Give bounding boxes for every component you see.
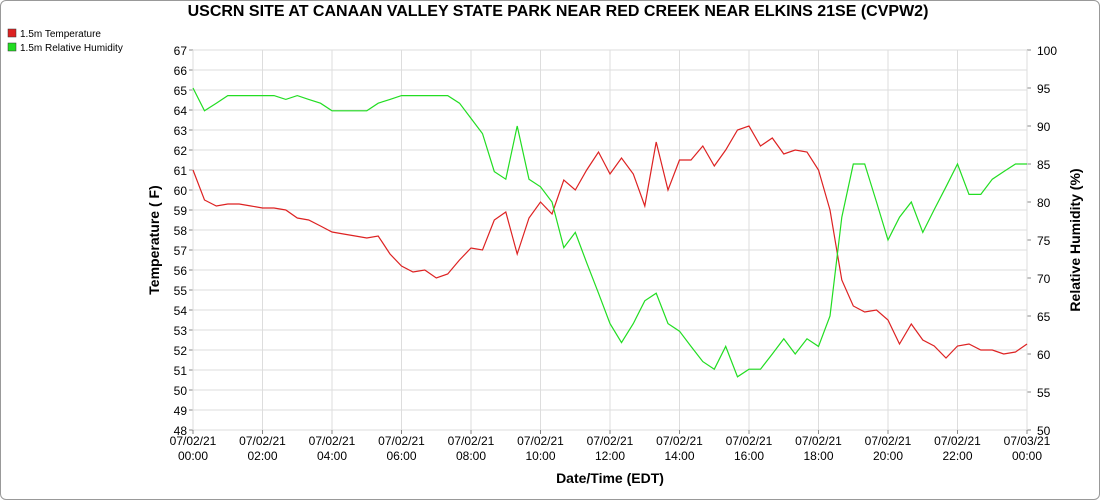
y2-tick-label: 90 <box>1037 120 1051 134</box>
y-tick-label: 51 <box>174 364 188 378</box>
legend-swatch <box>7 42 17 52</box>
legend-label: 1.5m Temperature <box>20 29 101 40</box>
y-tick-label: 57 <box>174 244 188 258</box>
legend-label: 1.5m Relative Humidity <box>20 43 123 54</box>
x-tick-label: 07/02/21 12:00 <box>587 434 634 463</box>
y2-tick-label: 100 <box>1037 44 1057 58</box>
y2-tick-label: 80 <box>1037 196 1051 210</box>
x-tick-label: 07/02/21 20:00 <box>865 434 912 463</box>
y-tick-label: 52 <box>174 344 188 358</box>
y-tick-label: 60 <box>174 184 188 198</box>
x-tick-label: 07/03/21 00:00 <box>1004 434 1051 463</box>
y2-tick-label: 60 <box>1037 348 1051 362</box>
y2-tick-label: 70 <box>1037 272 1051 286</box>
x-tick-label: 07/02/21 18:00 <box>795 434 842 463</box>
y-tick-label: 63 <box>174 124 188 138</box>
legend-swatch <box>7 28 17 38</box>
x-tick-label: 07/02/21 16:00 <box>726 434 773 463</box>
y2-tick-label: 75 <box>1037 234 1051 248</box>
y-axis-label: Temperature ( F) <box>146 185 162 294</box>
series-line <box>192 125 1028 359</box>
y-tick-label: 48 <box>174 424 188 438</box>
x-tick-label: 07/02/21 02:00 <box>239 434 286 463</box>
y-tick-label: 66 <box>174 64 188 78</box>
x-tick-label: 07/02/21 06:00 <box>378 434 425 463</box>
y-tick-label: 64 <box>174 104 188 118</box>
x-tick-label: 07/02/21 08:00 <box>448 434 495 463</box>
x-tick-label: 07/02/21 10:00 <box>517 434 564 463</box>
y2-axis-label: Relative Humidity (%) <box>1067 168 1083 311</box>
series-line <box>192 87 1027 378</box>
x-tick-label: 07/02/21 04:00 <box>309 434 356 463</box>
x-tick-label: 07/02/21 14:00 <box>656 434 703 463</box>
chart-title: USCRN SITE AT CANAAN VALLEY STATE PARK N… <box>188 3 929 20</box>
y-tick-label: 56 <box>174 264 188 278</box>
x-tick-label: 07/02/21 00:00 <box>170 434 217 463</box>
y2-tick-label: 55 <box>1037 386 1051 400</box>
y-tick-label: 67 <box>174 44 188 58</box>
y-tick-label: 50 <box>174 384 188 398</box>
y2-tick-label: 95 <box>1037 82 1051 96</box>
y2-tick-label: 65 <box>1037 310 1051 324</box>
y-tick-label: 59 <box>174 204 188 218</box>
y-tick-label: 55 <box>174 284 188 298</box>
y-tick-label: 54 <box>174 304 188 318</box>
y2-tick-label: 85 <box>1037 158 1051 172</box>
y-tick-label: 62 <box>174 144 188 158</box>
y-tick-label: 58 <box>174 224 188 238</box>
y2-tick-label: 50 <box>1037 424 1051 438</box>
y-tick-label: 65 <box>174 84 188 98</box>
x-axis-label: Date/Time (EDT) <box>556 470 664 486</box>
y-tick-label: 61 <box>174 164 188 178</box>
x-tick-label: 07/02/21 22:00 <box>934 434 981 463</box>
y-tick-label: 49 <box>174 404 188 418</box>
y-tick-label: 53 <box>174 324 188 338</box>
